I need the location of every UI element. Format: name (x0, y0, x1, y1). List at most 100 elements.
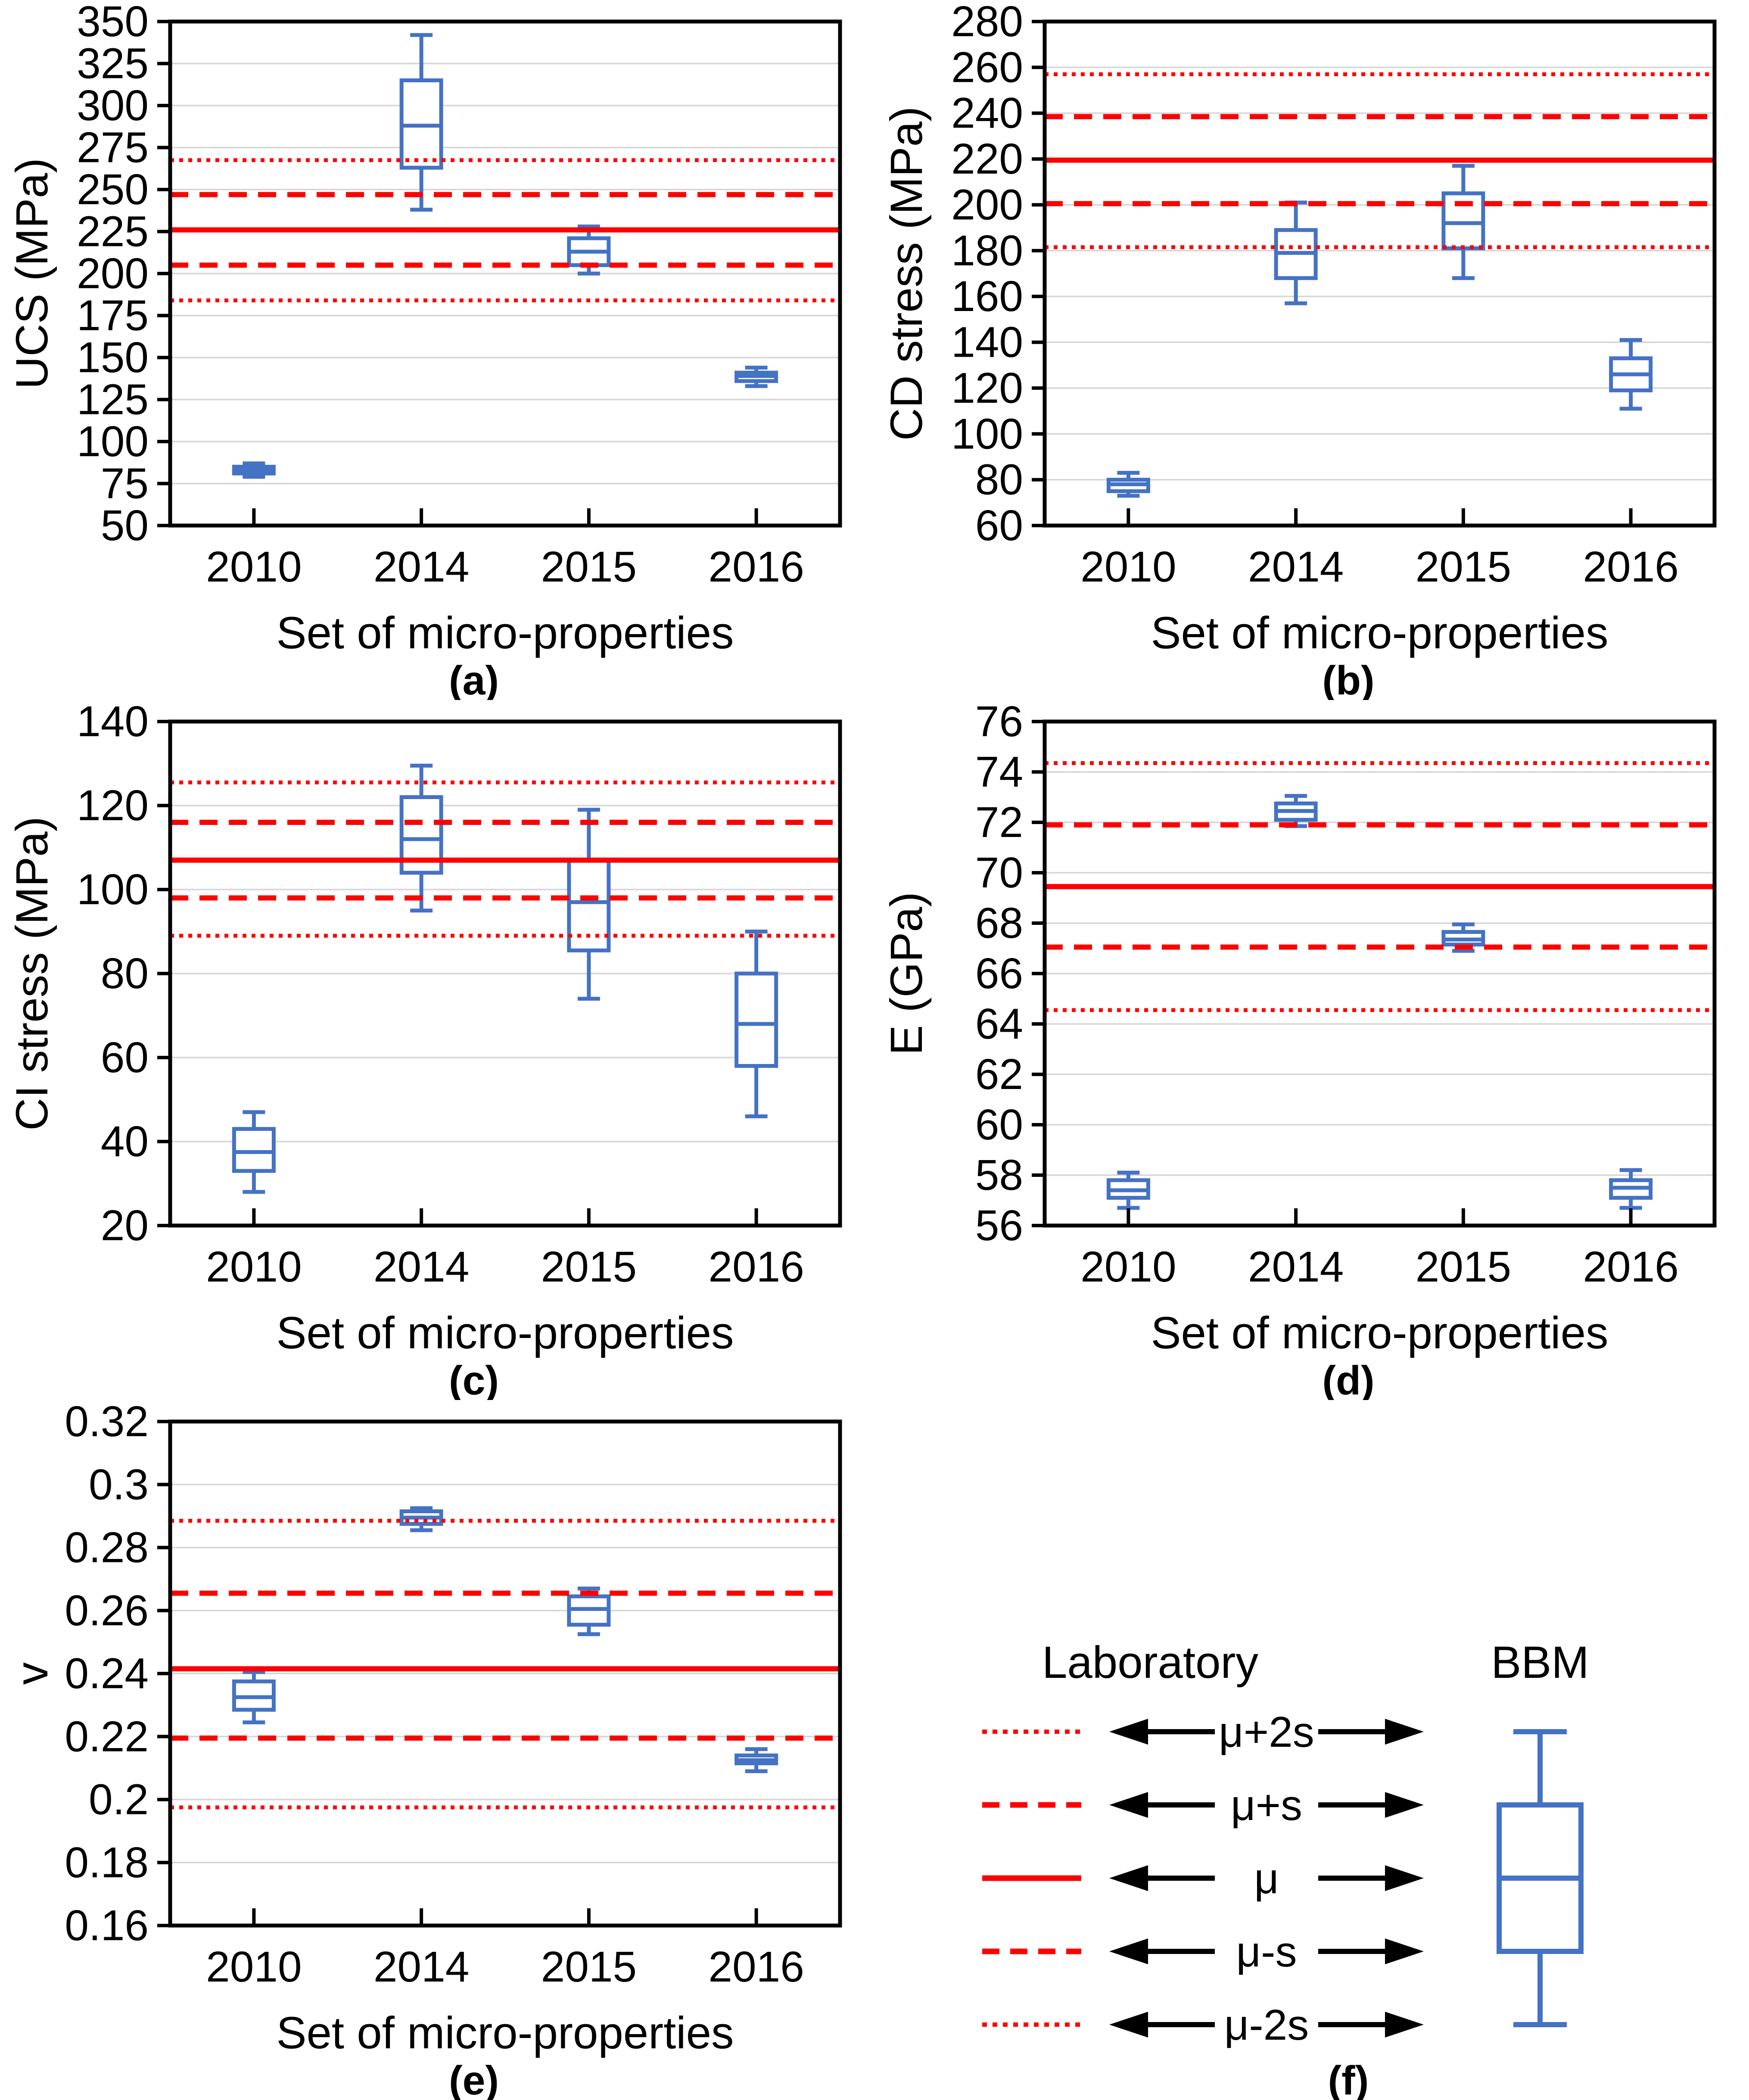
x-axis-title: Set of micro-properties (276, 2008, 734, 2058)
x-tick-label: 2015 (1416, 1243, 1511, 1291)
boxplot-2010 (232, 1670, 276, 1724)
y-axis-label: v (7, 1662, 57, 1685)
chart-caption: (e) (449, 2058, 499, 2100)
legend-row-μ-2s: μ-2s (982, 2001, 1424, 2049)
x-tick-label: 2016 (1583, 1243, 1678, 1291)
chart-caption: (f) (1328, 2058, 1369, 2100)
chart-e-poisson: 0.16 0.18 0.2 0.22 0.24 0.26 0.28 0.3 0.32 2010 20… (7, 1400, 842, 2100)
y-tick-label: 74 (975, 748, 1023, 796)
x-tick-label: 2016 (708, 1243, 804, 1291)
boxplot-2014 (399, 1506, 443, 1532)
boxplot-2016 (734, 1747, 778, 1773)
boxplot-2010 (232, 1110, 276, 1194)
chart-caption: (a) (449, 658, 499, 700)
arrow-right-icon (1385, 1792, 1424, 1818)
y-tick-label: 62 (975, 1050, 1023, 1098)
y-tick-label: 0.16 (65, 1901, 149, 1950)
x-tick-label: 2010 (206, 543, 302, 591)
chart-e-cell: 0.16 0.18 0.2 0.22 0.24 0.26 0.28 0.3 0.32 2010 20… (0, 1400, 874, 2100)
x-tick-label: 2016 (708, 543, 804, 591)
boxplot-2014 (1274, 200, 1318, 305)
x-tick-label: 2016 (708, 1943, 804, 1991)
y-tick-label: 125 (77, 376, 149, 424)
y-tick-label: 56 (975, 1201, 1023, 1250)
arrow-right-icon (1385, 1938, 1424, 1964)
box-iqr (734, 971, 778, 1068)
boxplot-2010 (232, 461, 276, 479)
y-tick-label: 150 (77, 333, 149, 382)
boxplot-2010 (1106, 1170, 1150, 1210)
y-tick-label: 225 (77, 208, 149, 256)
y-tick-label: 75 (101, 460, 149, 508)
arrow-right-icon (1385, 1865, 1424, 1891)
bbm-boxplot (1497, 1729, 1584, 2027)
x-tick-label: 2014 (373, 1243, 469, 1291)
y-tick-label: 325 (77, 40, 149, 88)
x-axis-title: Set of micro-properties (276, 608, 734, 658)
boxplot-2015 (1441, 164, 1485, 280)
y-axis-label: CD stress (MPa) (881, 106, 932, 441)
arrow-right-icon (1385, 2012, 1424, 2038)
y-tick-label: 180 (951, 227, 1023, 275)
y-tick-label: 175 (77, 292, 149, 340)
box-iqr (232, 1127, 276, 1173)
x-tick-label: 2015 (541, 543, 637, 591)
x-tick-label: 2010 (206, 1943, 302, 1991)
y-tick-label: 140 (77, 700, 149, 746)
x-tick-label: 2015 (541, 1243, 637, 1291)
legend-panel: Laboratory BBM μ+2s μ+s μ μ-s μ-2s (f) (982, 1637, 1589, 2100)
legend-row-μ: μ (982, 1854, 1424, 1903)
y-tick-label: 300 (77, 81, 149, 130)
plot-border (1043, 19, 1717, 528)
y-tick-label: 64 (975, 1000, 1023, 1048)
legend-row-label: μ-2s (1224, 2001, 1309, 2049)
boxplot-2016 (1609, 338, 1653, 411)
arrow-right-icon (1385, 1719, 1424, 1745)
boxplot-2016 (734, 930, 778, 1118)
y-tick-label: 100 (77, 865, 149, 914)
chart-b-cell: 60 80 100 120 140 160 180 200 220 240 260 280 2010 20… (874, 0, 1749, 700)
legend-header-laboratory: Laboratory (1042, 1637, 1258, 1688)
y-tick-label: 80 (101, 949, 149, 998)
y-tick-label: 60 (101, 1033, 149, 1082)
chart-caption: (c) (449, 1358, 499, 1400)
legend-cell: Laboratory BBM μ+2s μ+s μ μ-s μ-2s (f) (874, 1400, 1749, 2100)
x-tick-label: 2015 (1416, 543, 1511, 591)
y-tick-label: 0.3 (89, 1460, 149, 1509)
y-tick-label: 0.22 (65, 1712, 149, 1761)
y-axis-label: E (GPa) (881, 892, 932, 1055)
y-tick-label: 280 (951, 0, 1023, 46)
arrow-left-icon (1109, 1865, 1148, 1891)
chart-d-cell: 56 58 60 62 64 66 68 70 72 74 76 2010 2014 2015 2016 E … (874, 700, 1749, 1400)
arrow-left-icon (1109, 1719, 1148, 1745)
y-tick-label: 200 (77, 249, 149, 298)
y-tick-label: 0.2 (89, 1776, 149, 1824)
y-tick-label: 200 (951, 180, 1023, 229)
y-tick-label: 250 (77, 165, 149, 214)
legend-row-label: μ (1254, 1854, 1279, 1903)
y-axis-label: CI stress (MPa) (7, 816, 57, 1130)
x-tick-label: 2010 (1080, 1243, 1176, 1291)
arrow-left-icon (1109, 2012, 1148, 2038)
y-tick-label: 0.26 (65, 1587, 149, 1635)
y-tick-label: 120 (77, 781, 149, 830)
y-tick-label: 20 (101, 1201, 149, 1250)
legend-row-μ-s: μ-s (982, 1928, 1424, 1976)
chart-c-cell: 20 40 60 80 100 120 140 2010 2014 2015 2016 CI stre… (0, 700, 874, 1400)
boxplot-2010 (1106, 471, 1150, 498)
y-tick-label: 60 (975, 501, 1023, 550)
legend-row-μ+2s: μ+2s (982, 1708, 1424, 1756)
x-tick-label: 2010 (206, 1243, 302, 1291)
y-tick-label: 58 (975, 1151, 1023, 1199)
y-tick-label: 100 (951, 410, 1023, 458)
y-tick-label: 275 (77, 124, 149, 172)
x-tick-label: 2014 (373, 1943, 469, 1991)
legend-header-bbm: BBM (1491, 1637, 1589, 1688)
boxplot-2015 (1441, 922, 1485, 953)
y-tick-label: 76 (975, 700, 1023, 746)
chart-caption: (d) (1322, 1358, 1374, 1400)
